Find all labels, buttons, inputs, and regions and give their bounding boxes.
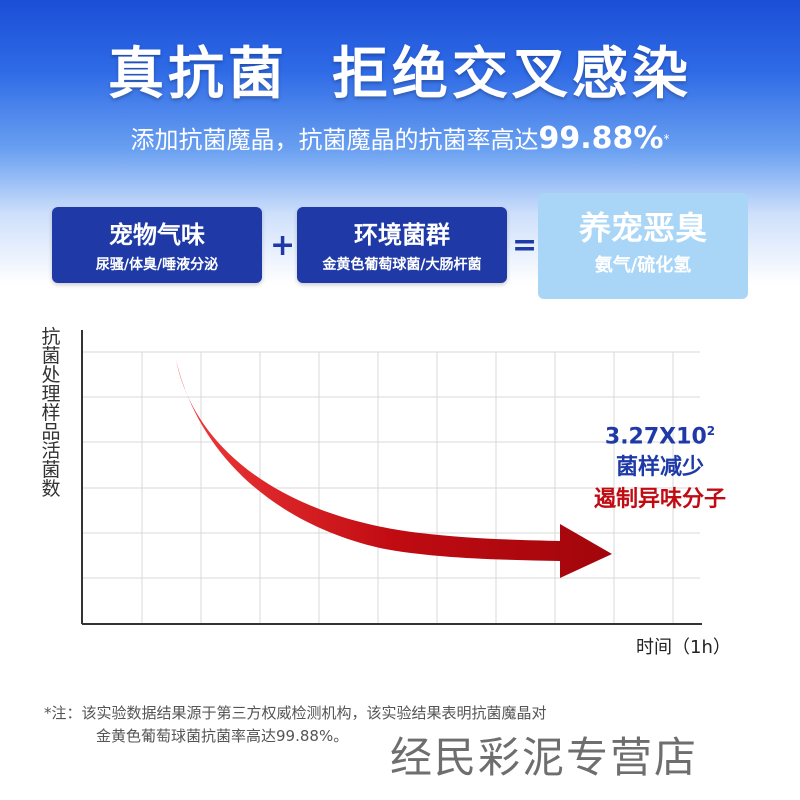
- pet-odor-box: 宠物气味 尿骚/体臭/唾液分泌: [52, 207, 262, 283]
- footnote: *注：该实验数据结果源于第三方权威检测机构，该实验结果表明抗菌魔晶对 金黄色葡萄…: [44, 702, 764, 748]
- subheadline-footnote-mark: *: [663, 132, 670, 146]
- equals-sign: =: [512, 228, 538, 263]
- store-watermark: 经民彩泥专营店: [390, 733, 699, 782]
- subheadline-percent: 99.88%: [538, 121, 664, 156]
- odor-suppressed-text: 遏制异味分子: [593, 487, 726, 513]
- bacteria-count-exponent: 2: [706, 424, 716, 438]
- x-axis-label: 时间（1h）: [636, 637, 731, 658]
- plus-sign: +: [270, 228, 296, 263]
- y-axis-label: 抗菌处理样品活菌数: [41, 326, 61, 500]
- subheadline: 添加抗菌魔晶，抗菌魔晶的抗菌率高达99.88%*: [0, 118, 800, 161]
- decline-curve: [176, 360, 612, 578]
- bacteria-box: 环境菌群 金黄色葡萄球菌/大肠杆菌: [297, 207, 507, 283]
- chart-annotation: 3.27X102 菌样减少 遏制异味分子: [560, 416, 760, 516]
- pet-stench-title: 养宠恶臭: [578, 209, 707, 247]
- page-headline: 真抗菌 拒绝交叉感染: [0, 40, 800, 110]
- bacteria-title: 环境菌群: [354, 221, 450, 249]
- headline-right: 拒绝交叉感染: [332, 42, 692, 107]
- bacteria-count-base: 3.27X10: [604, 424, 707, 450]
- pet-stench-box: 养宠恶臭 氨气/硫化氢: [538, 193, 748, 299]
- bacteria-count: 3.27X102: [560, 416, 760, 452]
- headline-left: 真抗菌: [108, 42, 288, 107]
- subheadline-text: 添加抗菌魔晶，抗菌魔晶的抗菌率高达: [130, 126, 539, 154]
- pet-stench-sub: 氨气/硫化氢: [594, 255, 692, 276]
- bacteria-reduced-text: 菌样减少: [615, 455, 704, 481]
- pet-odor-title: 宠物气味: [109, 221, 205, 249]
- footnote-line-1: *注：该实验数据结果源于第三方权威检测机构，该实验结果表明抗菌魔晶对: [44, 704, 547, 722]
- bacteria-sub: 金黄色葡萄球菌/大肠杆菌: [322, 257, 482, 273]
- pet-odor-sub: 尿骚/体臭/唾液分泌: [95, 257, 219, 273]
- bacteria-reduction-chart: [81, 330, 702, 625]
- footnote-line-2: 金黄色葡萄球菌抗菌率高达99.88%。: [96, 727, 349, 745]
